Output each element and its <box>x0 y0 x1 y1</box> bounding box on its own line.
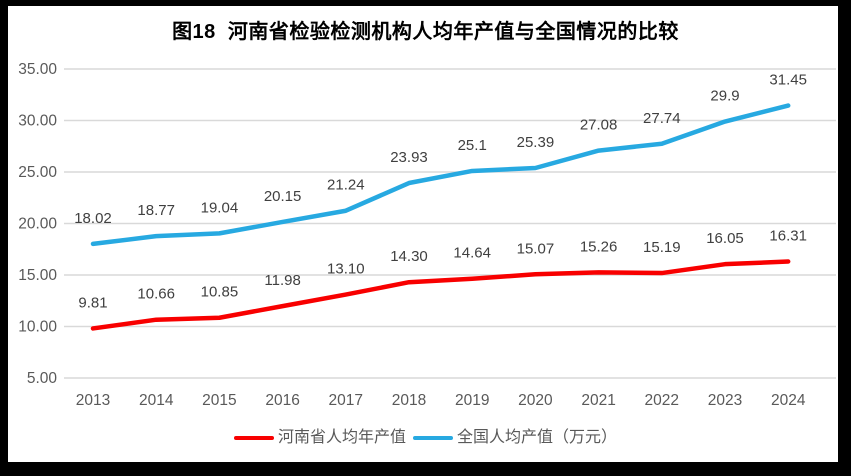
chart-title: 图18 河南省检验检测机构人均年产值与全国情况的比较 <box>172 21 679 43</box>
data-label-henan: 9.81 <box>78 294 107 311</box>
data-label-henan: 16.31 <box>769 228 807 245</box>
x-axis-tick-label: 2020 <box>518 392 553 409</box>
y-axis-tick-label: 10.00 <box>18 319 57 336</box>
x-axis-tick-label: 2019 <box>455 392 489 409</box>
x-axis-tick-label: 2014 <box>139 392 174 409</box>
data-label-henan: 15.07 <box>517 240 555 257</box>
data-label-henan: 10.85 <box>201 284 239 301</box>
data-label-henan: 10.66 <box>137 286 175 303</box>
data-label-national: 27.74 <box>643 110 681 127</box>
data-label-henan: 14.30 <box>390 248 428 265</box>
x-axis-tick-label: 2016 <box>265 392 299 409</box>
data-label-national: 18.77 <box>137 202 175 219</box>
data-label-national: 29.9 <box>710 88 739 105</box>
data-label-henan: 16.05 <box>706 230 744 247</box>
legend: 河南省人均年产值 全国人均产值（万元） <box>0 428 851 447</box>
data-label-national: 25.1 <box>458 137 487 154</box>
data-label-henan: 15.26 <box>580 238 618 255</box>
x-axis-tick-label: 2022 <box>645 392 679 409</box>
series-line-national[interactable] <box>90 103 791 247</box>
legend-item-national[interactable]: 全国人均产值（万元） <box>413 428 617 447</box>
data-label-national: 19.04 <box>201 199 239 216</box>
series-line-henan[interactable] <box>90 259 791 331</box>
x-axis-tick-label: 2023 <box>708 392 742 409</box>
x-axis-tick-label: 2018 <box>392 392 426 409</box>
data-label-national: 31.45 <box>769 72 807 89</box>
data-label-national: 27.08 <box>580 117 618 134</box>
y-axis-tick-label: 20.00 <box>18 216 57 233</box>
national-series-swatch-icon <box>413 435 453 440</box>
x-axis-tick-label: 2013 <box>76 392 110 409</box>
data-label-henan: 14.64 <box>453 245 491 262</box>
y-axis-tick-label: 35.00 <box>18 61 57 78</box>
legend-label-henan: 河南省人均年产值 <box>277 429 406 446</box>
data-label-national: 21.24 <box>327 177 365 194</box>
x-axis-tick-label: 2017 <box>329 392 363 409</box>
data-label-henan: 11.98 <box>264 272 300 289</box>
data-label-national: 23.93 <box>390 149 428 166</box>
data-label-national: 18.02 <box>74 210 112 227</box>
chart-canvas <box>8 6 838 462</box>
y-axis-tick-label: 30.00 <box>18 113 57 130</box>
x-axis-tick-label: 2015 <box>202 392 236 409</box>
legend-item-henan[interactable]: 河南省人均年产值 <box>233 428 406 447</box>
y-axis-tick-label: 25.00 <box>18 164 57 181</box>
data-label-henan: 15.19 <box>643 239 681 256</box>
legend-label-national: 全国人均产值（万元） <box>457 429 618 446</box>
data-label-national: 20.15 <box>264 188 302 205</box>
y-axis-tick-label: 5.00 <box>27 370 58 387</box>
data-label-national: 25.39 <box>517 134 555 151</box>
henan-series-swatch-icon <box>233 435 274 440</box>
x-axis-tick-label: 2024 <box>771 392 806 409</box>
data-label-henan: 13.10 <box>327 261 365 278</box>
y-axis-tick-label: 15.00 <box>18 267 57 284</box>
x-axis-tick-label: 2021 <box>581 392 615 409</box>
